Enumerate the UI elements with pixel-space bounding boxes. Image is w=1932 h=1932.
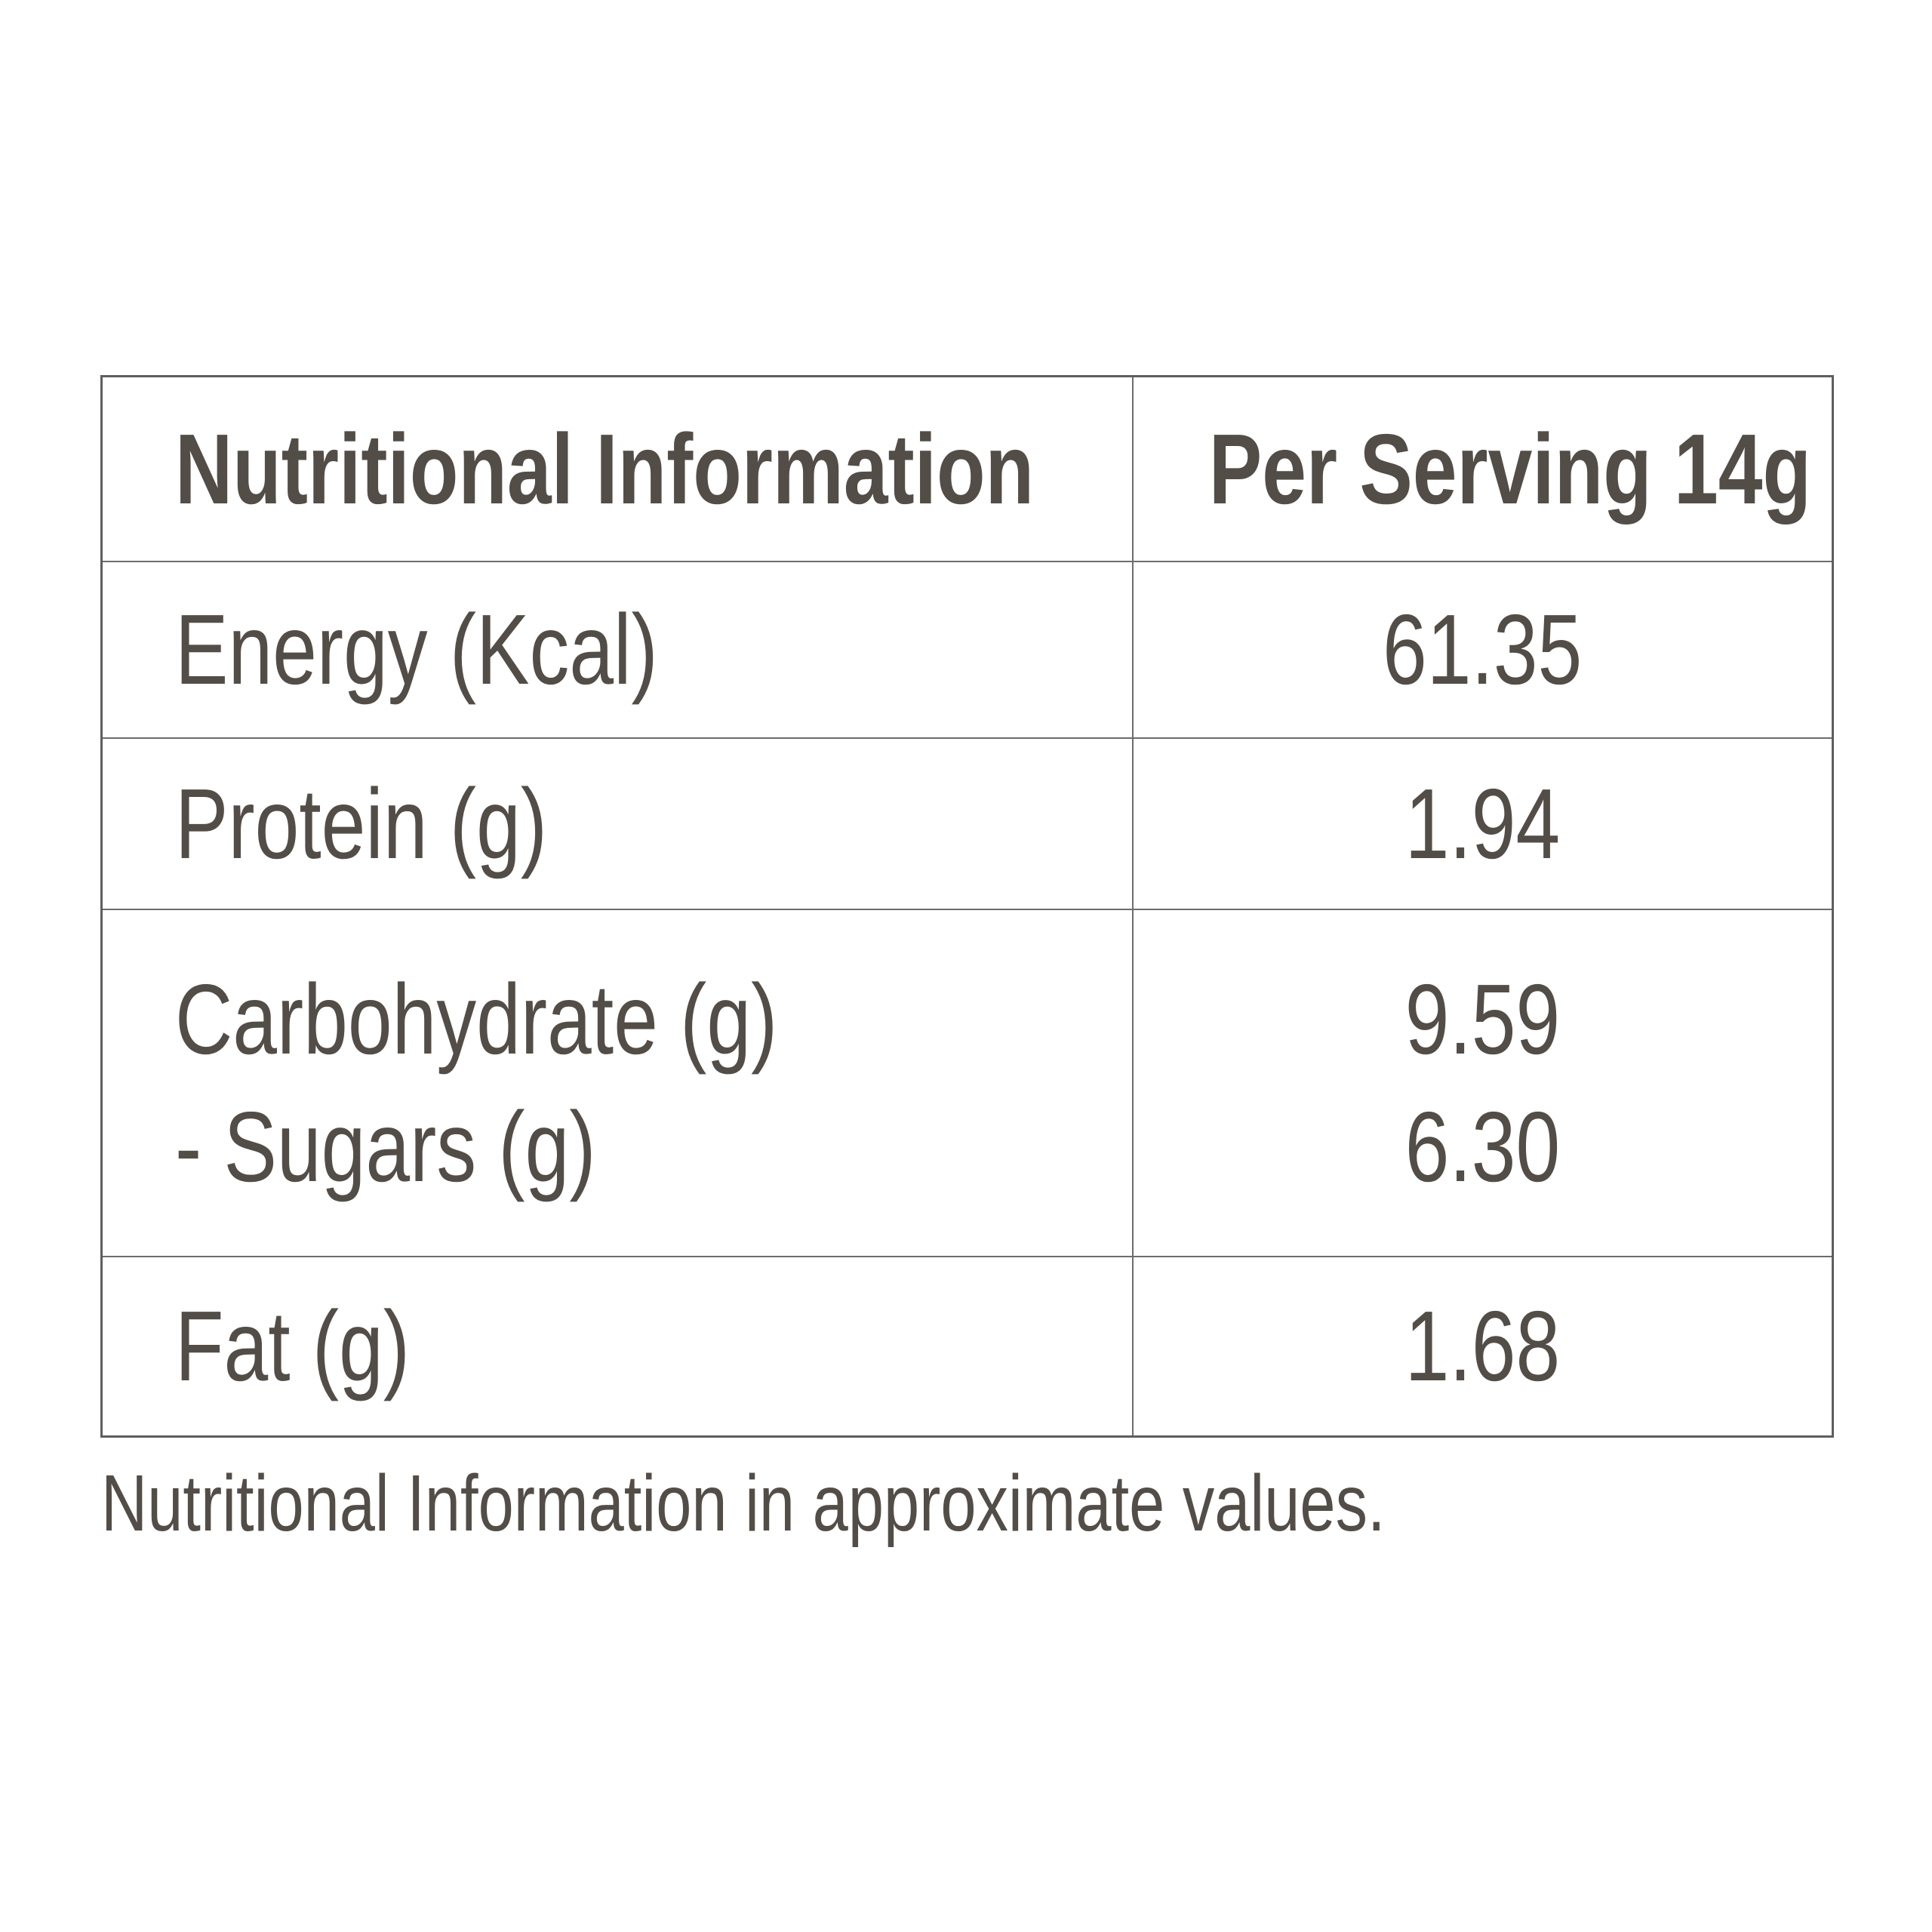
table-row-fat: Fat (g) 1.68: [100, 1255, 1834, 1438]
footnote-text: Nutritional Information in approximate v…: [101, 1459, 1386, 1548]
fat-value-cell: 1.68: [1131, 1255, 1834, 1438]
protein-label: Protein (g): [175, 768, 547, 879]
carbohydrate-label: Carbohydrate (g): [175, 963, 778, 1075]
fat-label-cell: Fat (g): [100, 1255, 1134, 1438]
protein-value: 1.94: [1404, 768, 1561, 879]
sugars-value: 6.30: [1404, 1091, 1561, 1202]
energy-value-cell: 61.35: [1131, 560, 1834, 739]
carbohydrate-label-cell: Carbohydrate (g) - Sugars (g): [100, 908, 1134, 1257]
header-title-text: Nutritional Information: [175, 413, 1035, 525]
table-row-protein: Protein (g) 1.94: [100, 737, 1834, 910]
header-per-serving-text: Per Serving 14g: [1208, 413, 1811, 525]
fat-value: 1.68: [1404, 1291, 1561, 1402]
table-row-energy: Energy (Kcal) 61.35: [100, 560, 1834, 739]
energy-value: 61.35: [1383, 594, 1583, 705]
sugars-label: - Sugars (g): [175, 1091, 596, 1202]
protein-value-cell: 1.94: [1131, 737, 1834, 910]
energy-label: Energy (Kcal): [175, 594, 658, 705]
carbohydrate-value-cell: 9.59 6.30: [1131, 908, 1834, 1257]
header-cell-per-serving: Per Serving 14g: [1131, 375, 1834, 562]
header-cell-title: Nutritional Information: [100, 375, 1134, 562]
energy-label-cell: Energy (Kcal): [100, 560, 1134, 739]
protein-label-cell: Protein (g): [100, 737, 1134, 910]
table-row-carbohydrate: Carbohydrate (g) - Sugars (g) 9.59 6.30: [100, 908, 1834, 1257]
table-header-row: Nutritional Information Per Serving 14g: [100, 375, 1834, 562]
nutrition-table: Nutritional Information Per Serving 14g …: [100, 375, 1834, 1438]
carbohydrate-value: 9.59: [1404, 963, 1561, 1075]
fat-label: Fat (g): [175, 1291, 410, 1402]
footnote: Nutritional Information in approximate v…: [101, 1440, 1706, 1567]
